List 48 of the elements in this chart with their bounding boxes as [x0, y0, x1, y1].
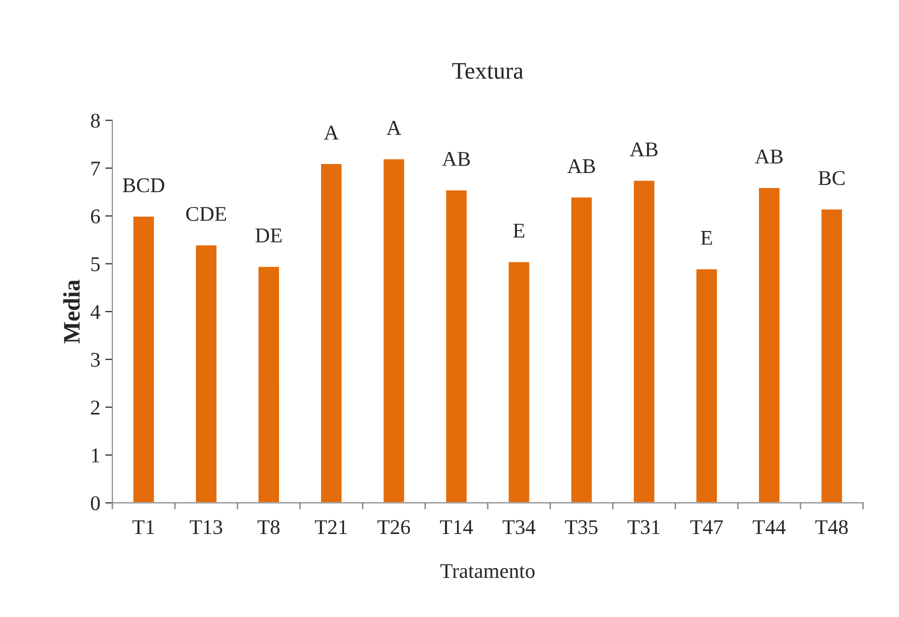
bar — [570, 196, 594, 503]
x-tick-label: T13 — [190, 520, 222, 534]
bar — [382, 158, 406, 503]
bar — [758, 186, 781, 503]
annotation: AB — [567, 159, 595, 174]
bar — [507, 260, 531, 503]
annotation: AB — [630, 142, 658, 156]
annotation: AB — [754, 150, 783, 164]
x-tick-label: T21 — [314, 520, 347, 534]
y-tick-label: 1 — [92, 448, 100, 462]
y-tick-label: 4 — [90, 305, 100, 319]
y-tick-label: 2 — [91, 400, 100, 414]
y-tick-label: 0 — [90, 496, 100, 510]
x-tick-label: T8 — [258, 520, 280, 534]
annotation: DE — [255, 228, 282, 242]
annotation: A — [386, 120, 402, 135]
y-axis-title: Media — [63, 280, 80, 344]
x-tick-label: T34 — [502, 520, 536, 534]
y-tick-label: 5 — [91, 257, 100, 272]
bar — [444, 188, 468, 503]
x-tick-label: T48 — [815, 520, 848, 534]
x-axis-title: Tratamento — [440, 564, 535, 578]
x-tick-label: T1 — [132, 520, 154, 534]
bar — [695, 268, 718, 503]
chart-title: Textura — [452, 63, 524, 79]
annotation: BCD — [122, 178, 164, 192]
bar — [820, 208, 844, 503]
y-tick-label: 7 — [92, 162, 100, 176]
x-tick-label: T35 — [565, 520, 598, 534]
y-tick-label: 3 — [91, 352, 100, 367]
bar — [320, 162, 343, 503]
y-tick-label: 6 — [91, 209, 100, 224]
annotation: CDE — [186, 206, 226, 221]
x-tick-label: T14 — [440, 520, 473, 534]
bar — [632, 179, 656, 503]
bar — [194, 244, 218, 503]
y-tick-label: 8 — [90, 114, 100, 128]
bar — [132, 215, 156, 503]
x-tick-label: T26 — [377, 520, 410, 534]
annotation: A — [324, 126, 339, 140]
x-tick-label: T47 — [690, 520, 723, 534]
annotation: BC — [818, 171, 845, 186]
annotation: E — [700, 231, 712, 245]
annotation: AB — [442, 152, 470, 166]
bar — [257, 265, 280, 503]
x-tick-label: T31 — [628, 520, 660, 534]
x-tick-label: T44 — [752, 520, 786, 534]
annotation: E — [513, 224, 524, 238]
